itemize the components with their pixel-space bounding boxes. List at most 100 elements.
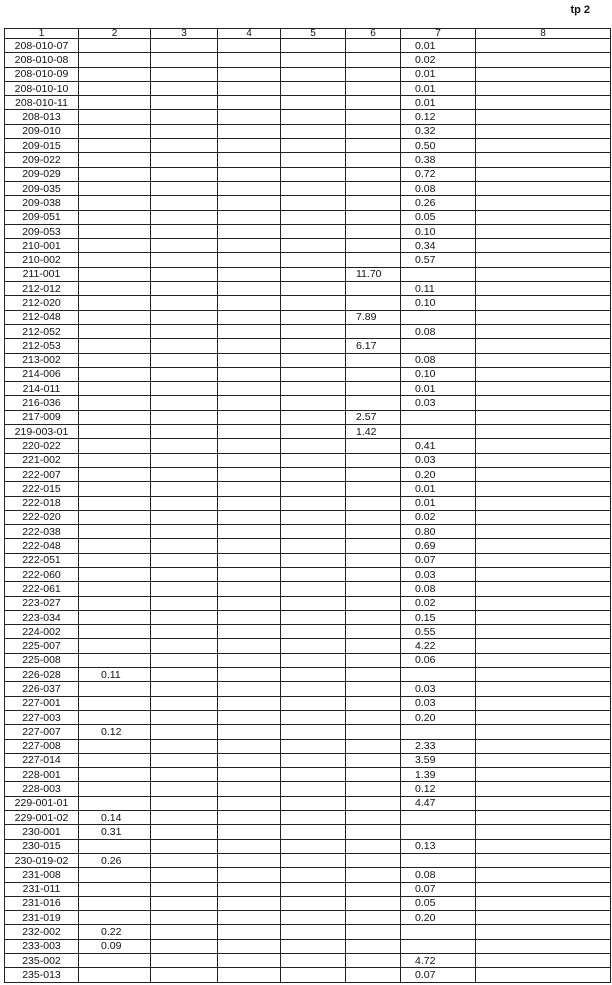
cell-col-4 [217, 738, 281, 754]
row-id-cell: 231-008 [4, 867, 79, 883]
cell-col-5 [280, 895, 346, 912]
cell-col-5 [280, 323, 346, 340]
row-id-cell: 222-061 [4, 581, 79, 597]
cell-col-7: 0.11 [400, 281, 476, 297]
cell-col-3 [150, 667, 218, 683]
row-id-cell: 225-007 [4, 638, 79, 654]
cell-col-3 [150, 638, 218, 654]
cell-col-3 [150, 395, 218, 411]
cell-col-2 [78, 481, 151, 497]
cell-col-4 [217, 109, 281, 125]
cell-col-8 [475, 709, 611, 726]
cell-col-7: 0.08 [400, 180, 476, 197]
cell-col-4 [217, 538, 281, 554]
cell-col-2 [78, 409, 151, 426]
cell-col-4 [217, 681, 281, 697]
row-id-cell: 209-051 [4, 209, 79, 225]
row-id-cell: 213-002 [4, 352, 79, 368]
table-row: 222-007 0.20 [4, 466, 611, 483]
cell-col-7: 0.26 [400, 195, 476, 211]
cell-col-6 [345, 566, 401, 583]
cell-col-4 [217, 37, 281, 54]
cell-col-2 [78, 881, 151, 897]
row-id-cell: 224-002 [4, 624, 79, 640]
cell-col-6 [345, 895, 401, 912]
cell-col-5 [280, 681, 346, 697]
cell-col-3 [150, 910, 218, 926]
cell-col-3 [150, 967, 218, 983]
row-id-cell: 208-010-07 [4, 37, 79, 54]
cell-col-4 [217, 638, 281, 654]
cell-col-4 [217, 152, 281, 168]
cell-col-3 [150, 652, 218, 669]
row-id-cell: 209-010 [4, 123, 79, 140]
cell-col-8 [475, 266, 611, 283]
cell-col-7: 0.20 [400, 910, 476, 926]
cell-col-4 [217, 609, 281, 626]
cell-col-6 [345, 867, 401, 883]
cell-col-7: 0.34 [400, 238, 476, 254]
row-id-cell: 209-022 [4, 152, 79, 168]
row-id-cell: 222-038 [4, 524, 79, 540]
cell-col-6 [345, 109, 401, 125]
cell-col-6: 1.42 [345, 424, 401, 440]
cell-col-6 [345, 180, 401, 197]
cell-col-8 [475, 967, 611, 983]
cell-col-4 [217, 509, 281, 526]
row-id-cell: 208-010-10 [4, 80, 79, 97]
cell-col-6 [345, 938, 401, 955]
row-id-cell: 219-003-01 [4, 424, 79, 440]
cell-col-7: 0.02 [400, 52, 476, 68]
cell-col-6 [345, 352, 401, 368]
cell-col-6 [345, 509, 401, 526]
table-row: 210-002 0.57 [4, 252, 611, 268]
cell-col-3 [150, 810, 218, 826]
cell-col-7: 0.10 [400, 223, 476, 240]
cell-col-8 [475, 209, 611, 225]
row-id-cell: 211-001 [4, 266, 79, 283]
cell-col-6 [345, 152, 401, 168]
table-row: 232-002 0.22 [4, 924, 611, 940]
cell-col-4 [217, 852, 281, 869]
row-id-cell: 209-029 [4, 166, 79, 182]
cell-col-8 [475, 738, 611, 754]
cell-col-3 [150, 695, 218, 711]
cell-col-6 [345, 223, 401, 240]
cell-col-4 [217, 266, 281, 283]
cell-col-5 [280, 695, 346, 711]
cell-col-8 [475, 566, 611, 583]
cell-col-4 [217, 652, 281, 669]
table-row: 231-016 0.05 [4, 895, 611, 912]
cell-col-2 [78, 838, 151, 854]
cell-col-8 [475, 395, 611, 411]
cell-col-6 [345, 910, 401, 926]
cell-col-4 [217, 910, 281, 926]
cell-col-3 [150, 938, 218, 955]
table-row: 212-012 0.11 [4, 281, 611, 297]
cell-col-2 [78, 910, 151, 926]
table-row: 209-038 0.26 [4, 195, 611, 211]
cell-col-7: 0.05 [400, 209, 476, 225]
table-row: 208-010-09 0.01 [4, 66, 611, 82]
row-id-cell: 216-036 [4, 395, 79, 411]
cell-col-7: 0.13 [400, 838, 476, 854]
row-id-cell: 230-015 [4, 838, 79, 854]
cell-col-8 [475, 681, 611, 697]
cell-col-8 [475, 781, 611, 797]
cell-col-8 [475, 852, 611, 869]
cell-col-8 [475, 752, 611, 769]
cell-col-7: 0.05 [400, 895, 476, 912]
cell-col-8 [475, 695, 611, 711]
row-id-cell: 210-002 [4, 252, 79, 268]
cell-col-2 [78, 438, 151, 454]
cell-col-6 [345, 767, 401, 783]
cell-col-2 [78, 581, 151, 597]
table-row: 219-003-01 1.42 [4, 424, 611, 440]
cell-col-3 [150, 481, 218, 497]
row-id-cell: 217-009 [4, 409, 79, 426]
table-row: 222-015 0.01 [4, 481, 611, 497]
cell-col-4 [217, 566, 281, 583]
cell-col-8 [475, 524, 611, 540]
cell-col-7: 0.01 [400, 80, 476, 97]
cell-col-3 [150, 295, 218, 311]
